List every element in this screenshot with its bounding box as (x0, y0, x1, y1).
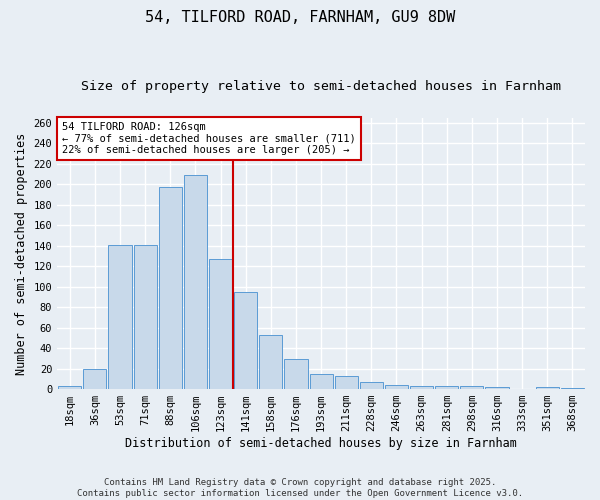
Bar (410, 386, 433, 389)
Y-axis label: Number of semi-detached properties: Number of semi-detached properties (15, 132, 28, 374)
Bar (385, 385, 408, 389)
X-axis label: Distribution of semi-detached houses by size in Farnham: Distribution of semi-detached houses by … (125, 437, 517, 450)
Text: 54 TILFORD ROAD: 126sqm
← 77% of semi-detached houses are smaller (711)
22% of s: 54 TILFORD ROAD: 126sqm ← 77% of semi-de… (62, 122, 356, 155)
Bar (360, 382, 383, 389)
Bar (485, 387, 509, 389)
Bar (83, 368, 106, 389)
Bar (335, 376, 358, 389)
Bar (536, 387, 559, 389)
Bar (159, 188, 182, 389)
Bar (209, 259, 232, 389)
Bar (310, 374, 332, 389)
Bar (184, 175, 207, 389)
Title: Size of property relative to semi-detached houses in Farnham: Size of property relative to semi-detach… (81, 80, 561, 93)
Text: Contains HM Land Registry data © Crown copyright and database right 2025.
Contai: Contains HM Land Registry data © Crown c… (77, 478, 523, 498)
Bar (109, 244, 131, 389)
Bar (58, 386, 81, 389)
Bar (460, 386, 484, 389)
Bar (259, 335, 283, 389)
Bar (561, 388, 584, 389)
Bar (234, 292, 257, 389)
Text: 54, TILFORD ROAD, FARNHAM, GU9 8DW: 54, TILFORD ROAD, FARNHAM, GU9 8DW (145, 10, 455, 25)
Bar (134, 244, 157, 389)
Bar (435, 386, 458, 389)
Bar (284, 360, 308, 389)
